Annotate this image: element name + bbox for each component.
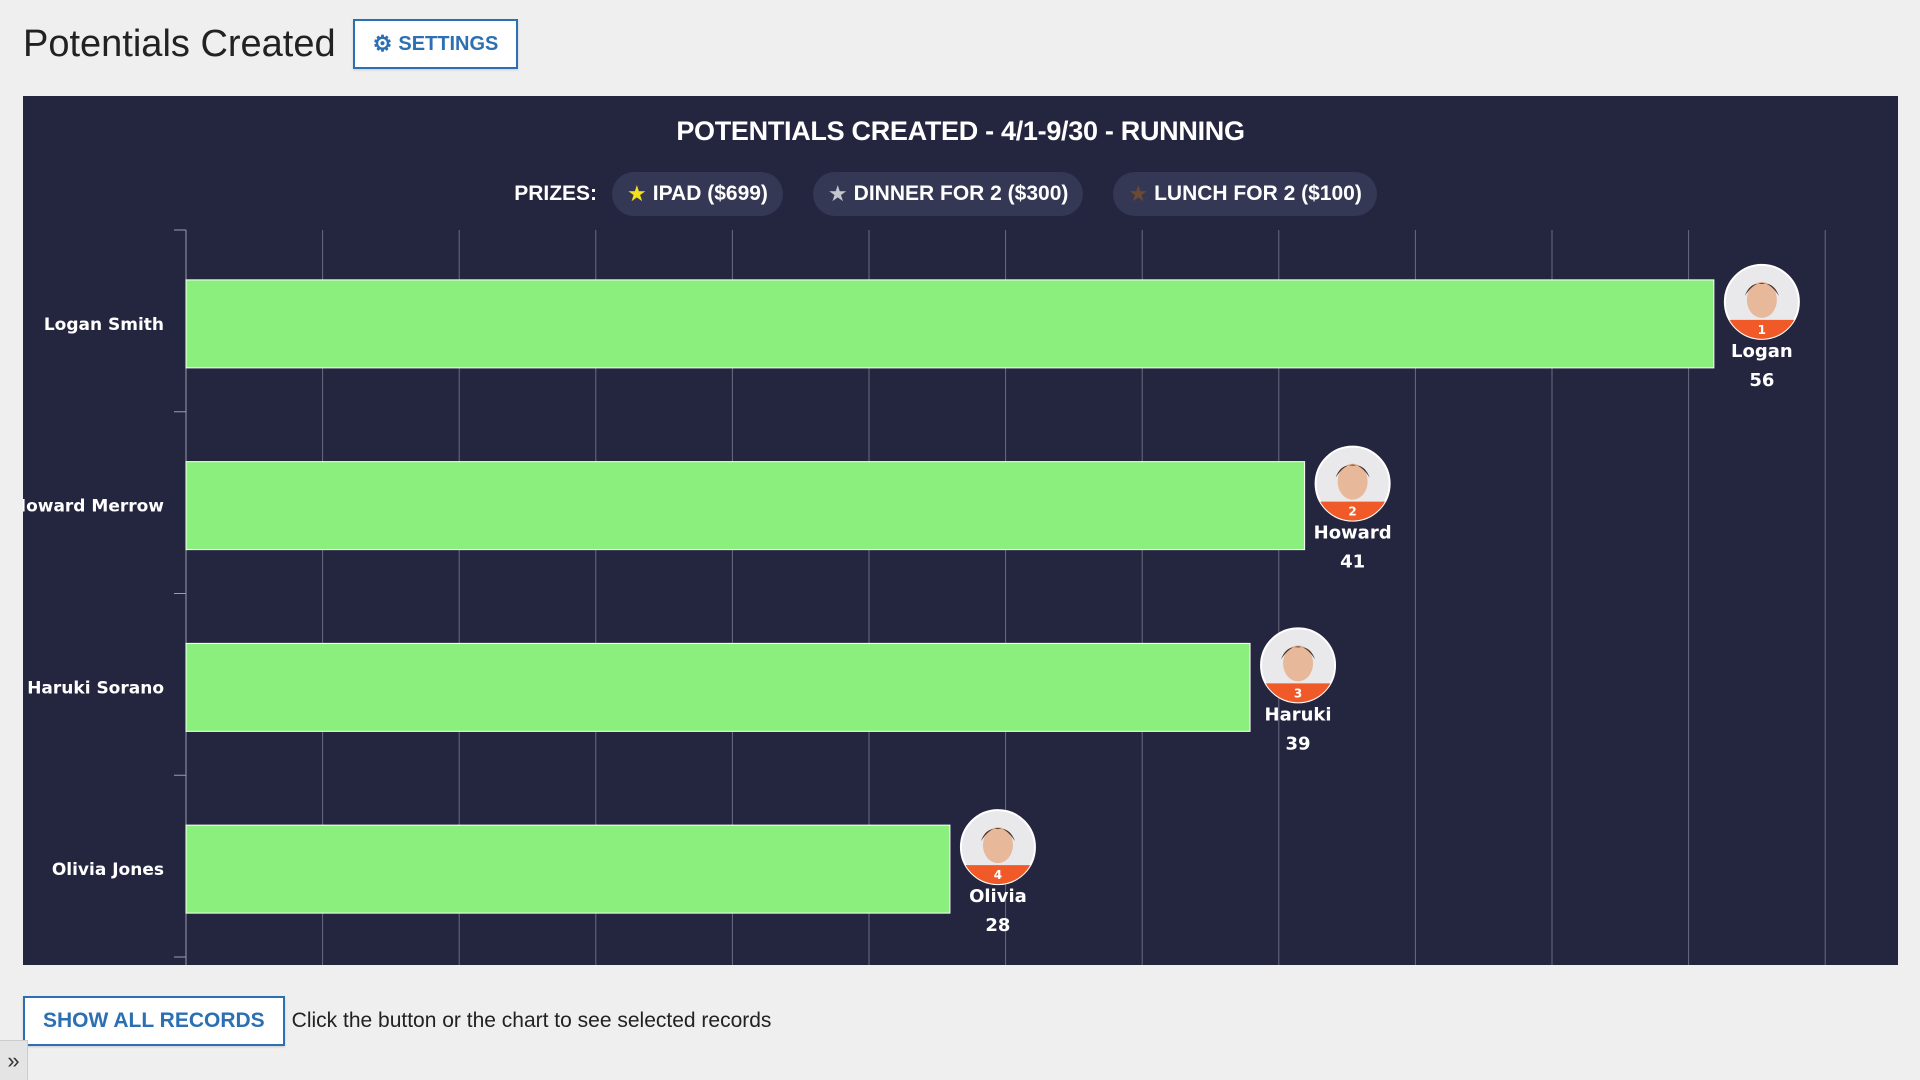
chart-panel[interactable]: Logan Smith 1 Logan 56 Howard Merrow 2 Howard 4…: [23, 96, 1898, 965]
double-chevron-right-icon: »: [7, 1047, 20, 1073]
prize-label: LUNCH FOR 2 ($100): [1154, 182, 1362, 205]
bar-name-label: Olivia: [969, 886, 1027, 907]
avatar-hair: [1335, 464, 1370, 478]
settings-label: SETTINGS: [398, 32, 499, 55]
page-title: Potentials Created: [23, 23, 336, 65]
chart-title: POTENTIALS CREATED - 4/1-9/30 - RUNNING: [676, 116, 1245, 146]
star-icon: ★: [827, 181, 848, 206]
rank-number: 4: [994, 868, 1002, 882]
bar-chart[interactable]: Logan Smith 1 Logan 56 Howard Merrow 2 Howard 4…: [23, 96, 1898, 965]
prize-label: IPAD ($699): [652, 182, 768, 205]
prize-badge-ipad: ★ IPAD ($699): [612, 172, 783, 216]
show-all-records-button[interactable]: SHOW ALL RECORDS: [23, 996, 285, 1046]
rank-number: 1: [1758, 323, 1766, 337]
avatar-hair: [980, 828, 1015, 842]
avatar-face: [1337, 463, 1368, 500]
bar-value-label: 56: [1749, 370, 1774, 391]
prize-badge-lunch: ★ LUNCH FOR 2 ($100): [1113, 172, 1377, 216]
bar-logan[interactable]: [185, 279, 1715, 369]
bar-haruki[interactable]: [185, 642, 1251, 732]
category-label: Logan Smith: [44, 315, 164, 335]
gear-icon: ⚙: [372, 31, 393, 56]
bar-value-label: 41: [1340, 552, 1365, 573]
avatar-face: [982, 827, 1013, 864]
prizes-row: PRIZES: ★ IPAD ($699) ★ DINNER FOR 2 ($3…: [23, 172, 1898, 216]
bar-olivia[interactable]: [185, 824, 951, 914]
avatar-hair: [1744, 282, 1779, 296]
page-header: Potentials Created ⚙ SETTINGS: [23, 18, 519, 70]
bar-name-label: Logan: [1731, 341, 1793, 362]
category-label: Olivia Jones: [52, 860, 164, 880]
category-label: Howard Merrow: [23, 497, 164, 517]
avatar-hair: [1281, 646, 1316, 660]
star-icon: ★: [627, 181, 647, 206]
rank-number: 2: [1348, 505, 1356, 519]
footer-bar: SHOW ALL RECORDS Click the button or the…: [23, 996, 771, 1046]
bar-value-label: 39: [1286, 733, 1311, 754]
prize-label: DINNER FOR 2 ($300): [853, 182, 1069, 205]
avatar-face: [1746, 281, 1777, 318]
bar-name-label: Howard: [1314, 523, 1392, 544]
bar-value-label: 28: [985, 915, 1010, 936]
rank-number: 3: [1294, 686, 1302, 700]
hint-text: Click the button or the chart to see sel…: [291, 1009, 772, 1032]
prizes-label: PRIZES:: [514, 182, 598, 205]
category-label: Haruki Sorano: [27, 678, 164, 698]
bar-howard[interactable]: [185, 461, 1306, 551]
prize-badge-dinner: ★ DINNER FOR 2 ($300): [812, 172, 1084, 216]
settings-button[interactable]: ⚙ SETTINGS: [352, 19, 519, 69]
bar-name-label: Haruki: [1265, 704, 1332, 725]
avatar-face: [1283, 645, 1314, 682]
star-icon: ★: [1128, 181, 1149, 206]
sidebar-expand-button[interactable]: »: [0, 1040, 28, 1080]
